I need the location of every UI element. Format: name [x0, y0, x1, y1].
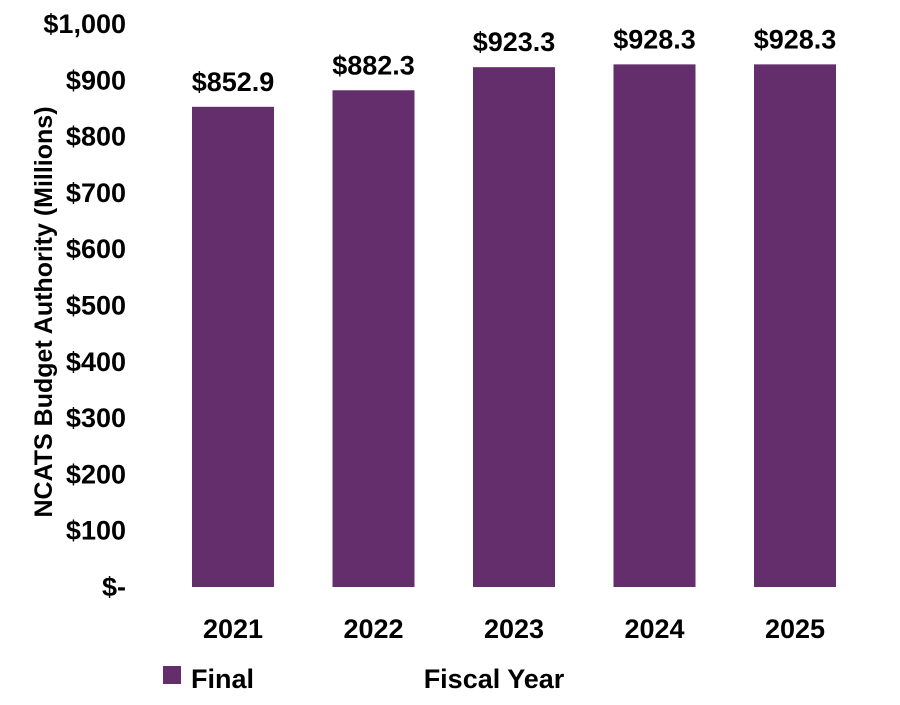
legend-swatch-final [163, 666, 181, 684]
data-label-2025: $928.3 [754, 24, 837, 54]
bars [192, 64, 836, 588]
y-tick-label: $500 [66, 291, 126, 321]
y-tick-label: $300 [66, 403, 126, 433]
y-tick-label: $400 [66, 347, 126, 377]
y-tick-label: $900 [66, 65, 126, 95]
x-tick-label-2022: 2022 [343, 614, 403, 644]
data-label-2021: $852.9 [192, 67, 275, 97]
bar-2024[interactable] [613, 64, 696, 587]
legend-label-final: Final [191, 664, 254, 694]
y-tick-label: $200 [66, 459, 126, 489]
y-tick-label: $800 [66, 122, 126, 152]
bar-2023[interactable] [473, 67, 555, 587]
bar-2022[interactable] [332, 90, 415, 587]
y-axis-ticks: $- $100 $200 $300 $400 $500 $600 $700 $800 $900 $1… [43, 9, 126, 602]
data-label-2022: $882.3 [332, 50, 415, 80]
data-labels: $852.9 $882.3 $923.3 $928.3 $928.3 [192, 24, 837, 96]
y-tick-label: $700 [66, 178, 126, 208]
x-tick-label-2025: 2025 [765, 614, 825, 644]
y-tick-label: $1,000 [43, 9, 126, 39]
bar-2025[interactable] [754, 64, 836, 587]
x-tick-label-2024: 2024 [624, 614, 684, 644]
x-tick-label-2023: 2023 [484, 614, 544, 644]
y-tick-label: $- [102, 572, 126, 602]
data-label-2024: $928.3 [613, 24, 696, 54]
bar-2021[interactable] [192, 106, 274, 588]
x-axis-ticks: 2021 2022 2023 2024 2025 [203, 614, 825, 644]
x-axis-title: Fiscal Year [424, 664, 565, 694]
y-tick-label: $100 [66, 516, 126, 546]
y-axis-title: NCATS Budget Authority (Millions) [30, 106, 58, 517]
legend[interactable]: Final [163, 664, 254, 694]
y-tick-label: $600 [66, 234, 126, 264]
data-label-2023: $923.3 [473, 27, 556, 57]
x-tick-label-2021: 2021 [203, 614, 263, 644]
